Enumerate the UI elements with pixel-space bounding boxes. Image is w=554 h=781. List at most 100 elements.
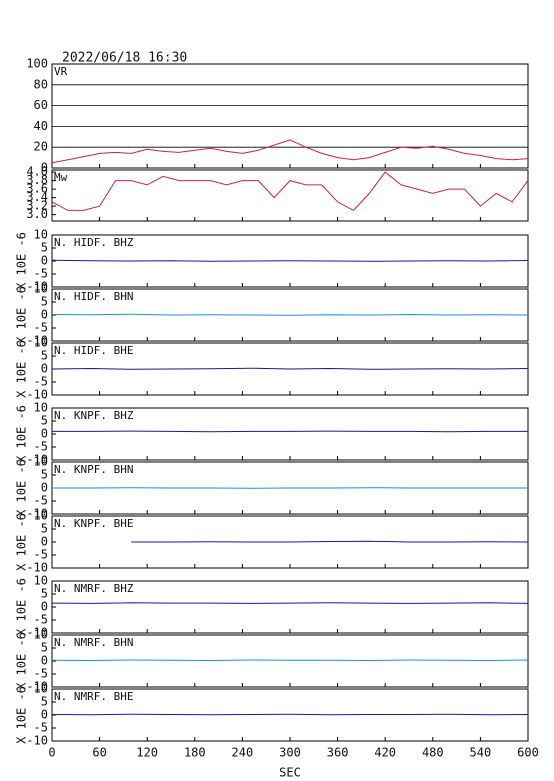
y-tick-label: 10 <box>34 455 48 469</box>
data-line <box>51 171 529 212</box>
y-tick-label: 5 <box>41 522 48 536</box>
y-axis-label: X 10E -6 <box>15 686 29 744</box>
y-tick-label: -10 <box>26 388 48 402</box>
y-tick-label: 0 <box>41 161 48 175</box>
x-tick-label: 540 <box>470 746 492 760</box>
y-tick-label: 80 <box>34 77 48 91</box>
x-tick-label: 480 <box>422 746 444 760</box>
y-tick-label: -5 <box>34 721 48 735</box>
y-tick-label: 3.8 <box>26 173 48 187</box>
y-tick-label: 3.0 <box>26 207 48 221</box>
y-tick-label: -10 <box>26 626 48 640</box>
y-tick-label: 0 <box>41 254 48 268</box>
x-tick-label: 240 <box>232 746 254 760</box>
data-line <box>52 487 528 489</box>
x-tick-label: 180 <box>184 746 206 760</box>
y-axis-label: X 10E -6 <box>15 405 29 463</box>
y-tick-label: -10 <box>26 561 48 575</box>
y-tick-label: 0 <box>41 535 48 549</box>
y-tick-label: 0 <box>41 427 48 441</box>
y-tick-label: -5 <box>34 548 48 562</box>
y-tick-label: 5 <box>41 641 48 655</box>
y-tick-label: 3.2 <box>26 199 48 213</box>
panel-label: N. NMRF. BHZ <box>54 582 134 595</box>
y-tick-label: 5 <box>41 587 48 601</box>
y-tick-label: -5 <box>34 440 48 454</box>
y-tick-label: 5 <box>41 468 48 482</box>
y-tick-label: -10 <box>26 680 48 694</box>
y-tick-label: 10 <box>34 509 48 523</box>
y-tick-label: 3.4 <box>26 190 48 204</box>
y-tick-label: 0 <box>41 481 48 495</box>
y-tick-label: -10 <box>26 507 48 521</box>
panel-label: N. KNPF. BHN <box>54 463 133 476</box>
y-axis-label: X 10E -6 <box>15 286 29 344</box>
x-tick-label: 360 <box>327 746 349 760</box>
panel-label: N. HIDF. BHZ <box>54 236 134 249</box>
y-axis-label: X 10E -6 <box>15 340 29 398</box>
y-tick-label: 0 <box>41 600 48 614</box>
y-tick-label: 4.0 <box>26 165 48 179</box>
y-axis-label: X 10E -6 <box>15 459 29 517</box>
panel-label: N. HIDF. BHN <box>54 290 133 303</box>
data-line <box>51 259 529 262</box>
y-tick-label: 10 <box>34 282 48 296</box>
y-tick-label: 10 <box>34 628 48 642</box>
y-tick-label: -10 <box>26 280 48 294</box>
panel-label: N. NMRF. BHE <box>54 690 133 703</box>
x-tick-label: 300 <box>279 746 301 760</box>
data-line <box>51 602 529 604</box>
x-tick-label: 0 <box>48 746 55 760</box>
y-tick-label: -5 <box>34 375 48 389</box>
y-tick-label: 0 <box>41 308 48 322</box>
y-tick-label: 40 <box>34 119 48 133</box>
y-tick-label: 10 <box>34 336 48 350</box>
y-tick-label: 10 <box>34 574 48 588</box>
data-line <box>51 713 529 716</box>
y-tick-label: -5 <box>34 667 48 681</box>
y-tick-label: -5 <box>34 613 48 627</box>
data-line <box>51 659 529 662</box>
panel-label: N. HIDF. BHE <box>54 344 133 357</box>
panel-label: VR <box>54 65 68 78</box>
y-tick-label: 5 <box>41 241 48 255</box>
y-tick-label: 5 <box>41 295 48 309</box>
y-axis-label: X 10E -6 <box>15 513 29 571</box>
y-axis-label: X 10E -6 <box>15 578 29 636</box>
y-tick-label: 10 <box>34 682 48 696</box>
data-line <box>131 540 529 543</box>
y-tick-label: 60 <box>34 98 48 112</box>
y-tick-label: 5 <box>41 349 48 363</box>
x-axis-label: SEC <box>279 766 301 780</box>
panel-label: N. KNPF. BHZ <box>54 409 134 422</box>
x-tick-label: 420 <box>374 746 396 760</box>
x-tick-label: 120 <box>136 746 158 760</box>
data-line <box>51 313 529 316</box>
panel-label: Mw <box>54 171 68 184</box>
panel-label: N. KNPF. BHE <box>54 517 133 530</box>
y-tick-label: 0 <box>41 362 48 376</box>
x-tick-label: 60 <box>92 746 106 760</box>
data-line <box>51 367 529 370</box>
y-tick-label: -5 <box>34 321 48 335</box>
y-axis-label: X 10E -6 <box>15 232 29 290</box>
y-tick-label: 3.6 <box>26 182 48 196</box>
y-tick-label: -5 <box>34 267 48 281</box>
data-line <box>51 139 529 164</box>
data-line <box>52 430 528 433</box>
y-tick-label: -10 <box>26 453 48 467</box>
timestamp: 2022/06/18 16:30 <box>62 51 187 66</box>
y-tick-label: 100 <box>26 57 48 71</box>
y-tick-label: 10 <box>34 401 48 415</box>
x-tick-label: 600 <box>517 746 539 760</box>
panel-label: N. NMRF. BHN <box>54 636 133 649</box>
y-tick-label: 10 <box>34 228 48 242</box>
y-axis-label: X 10E -6 <box>15 632 29 690</box>
y-tick-label: 5 <box>41 695 48 709</box>
y-tick-label: 5 <box>41 414 48 428</box>
y-tick-label: -5 <box>34 494 48 508</box>
y-tick-label: -10 <box>26 734 48 748</box>
y-tick-label: -10 <box>26 334 48 348</box>
y-tick-label: 0 <box>41 654 48 668</box>
